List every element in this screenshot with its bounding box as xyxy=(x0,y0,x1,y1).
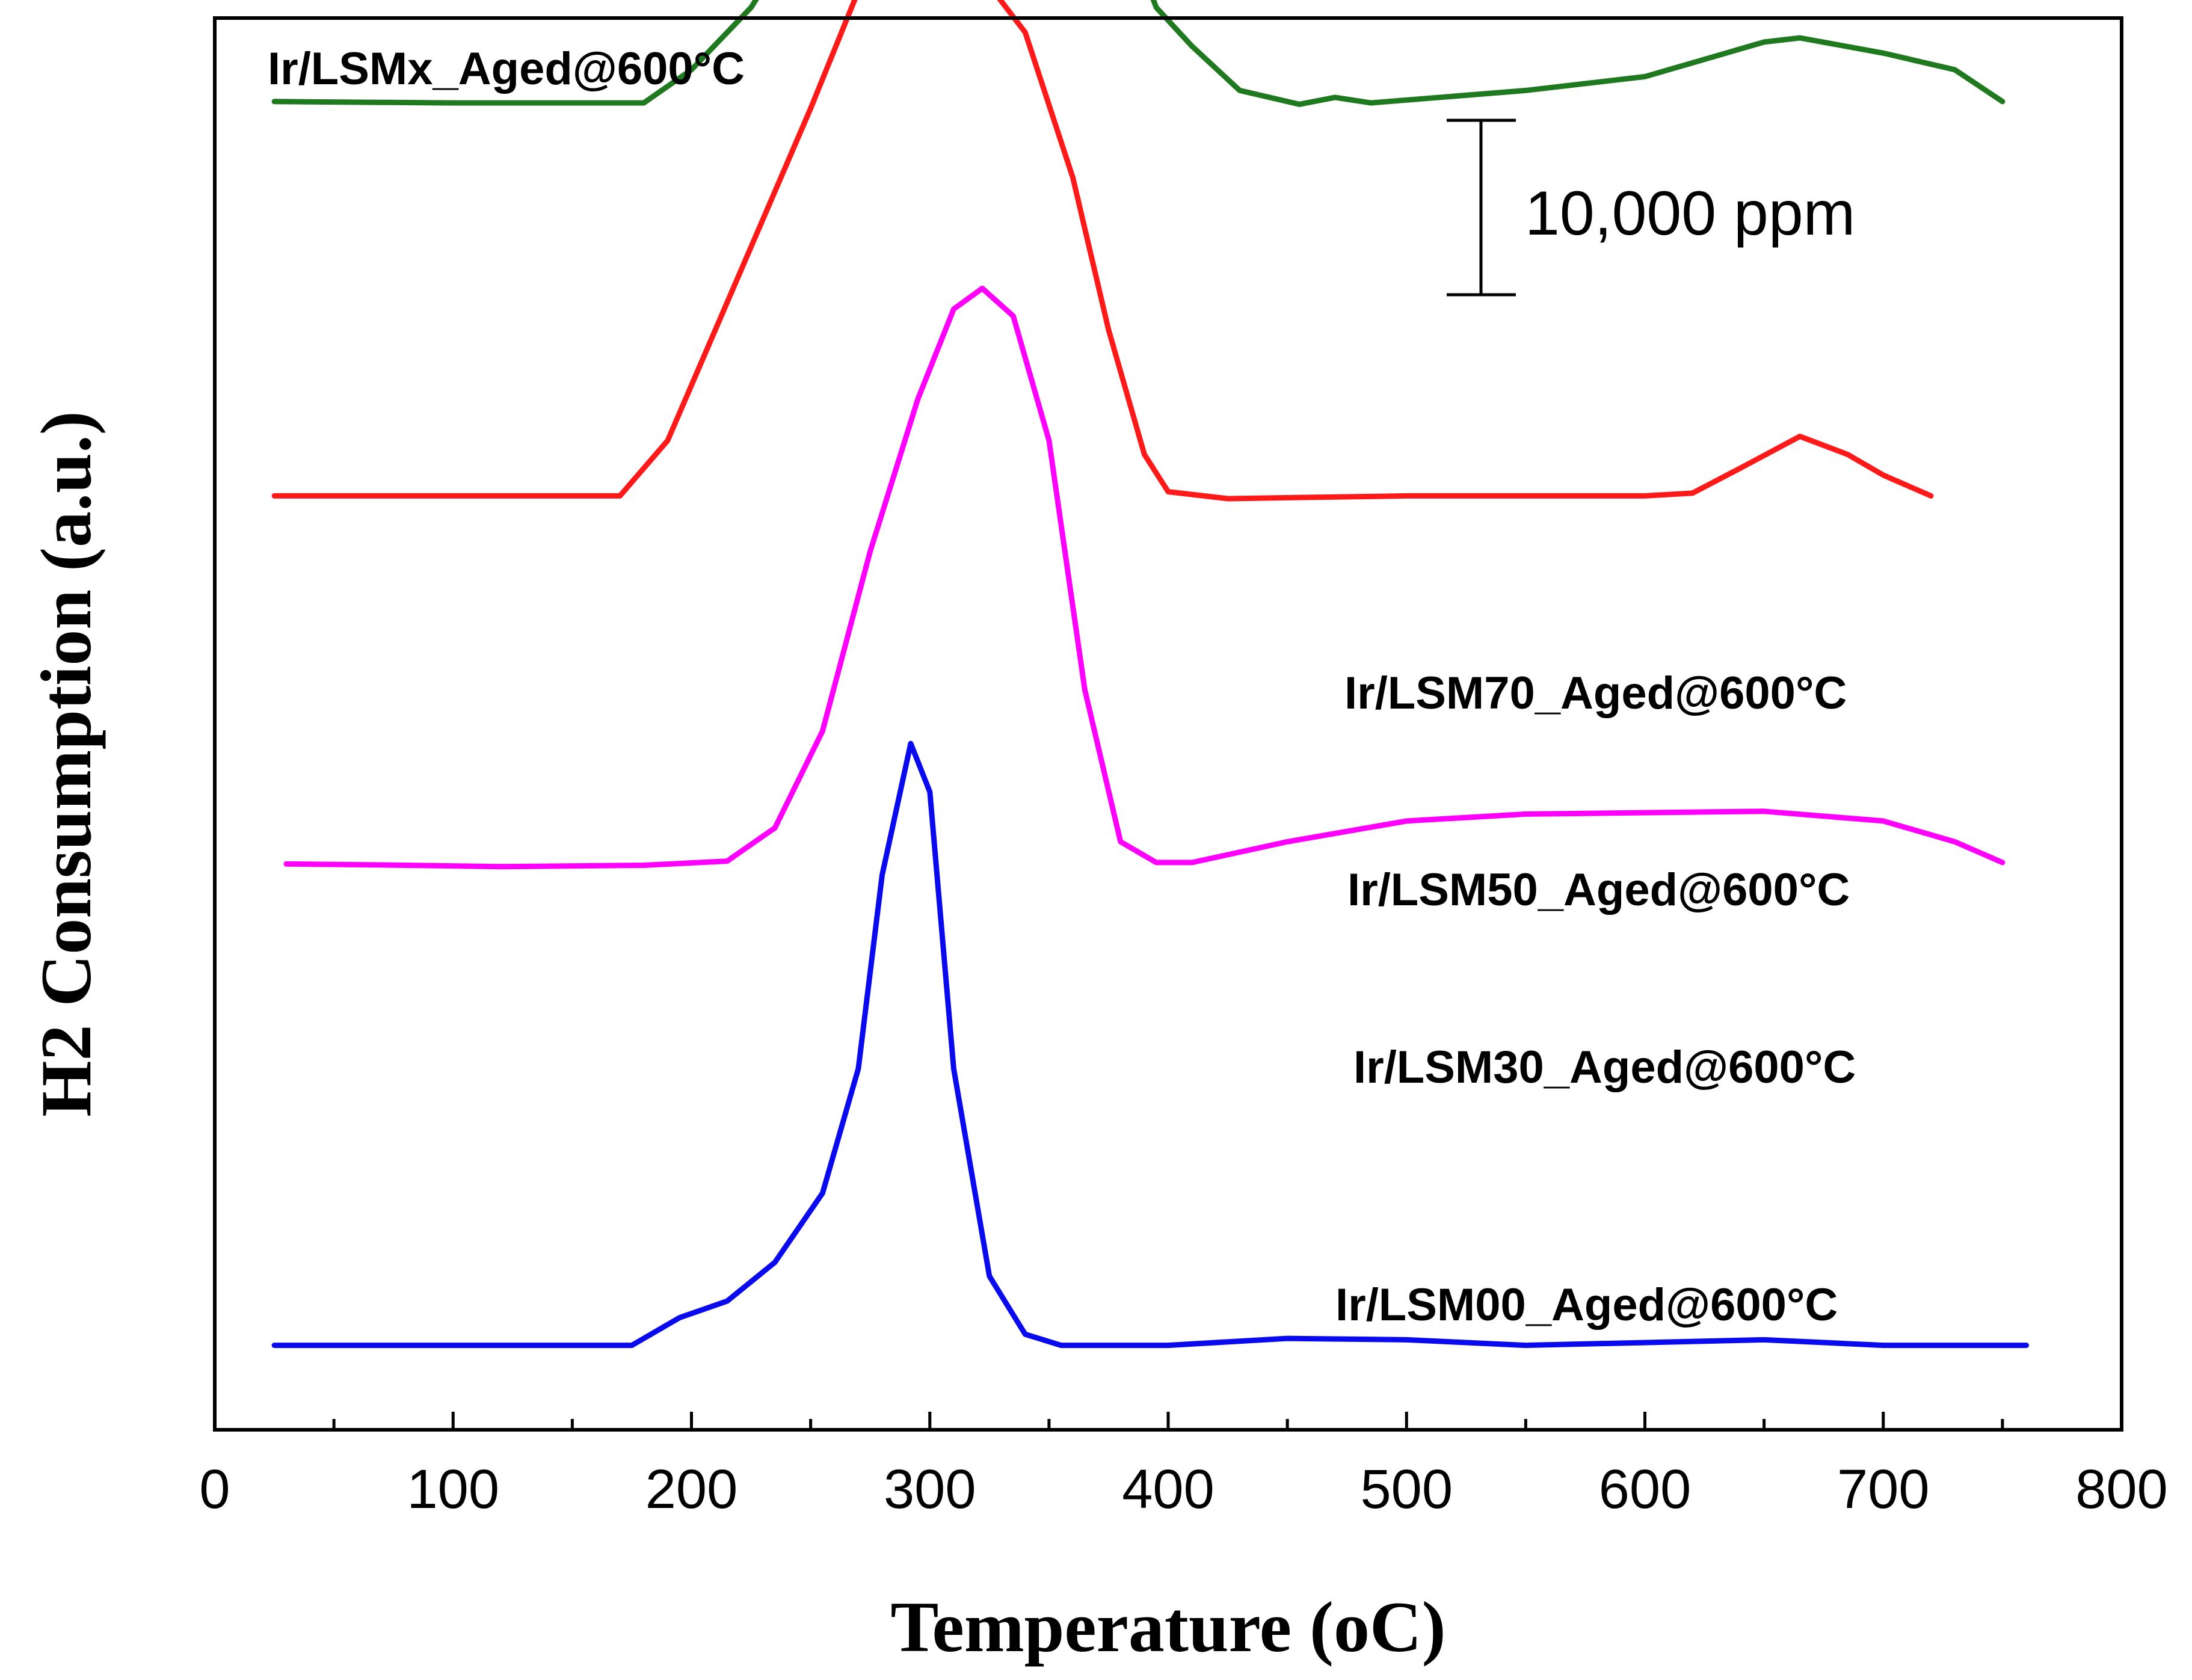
x-axis-title: Temperature (oC) xyxy=(890,1587,1445,1667)
scale-bar: 10,000 ppm xyxy=(1447,118,1855,297)
x-tick-label: 800 xyxy=(2075,1459,2168,1520)
x-tick-label: 200 xyxy=(645,1459,738,1520)
series-label-lsm30: Ir/LSM30_Aged@600°C xyxy=(1353,1042,1856,1093)
series-label-lsm50: Ir/LSM50_Aged@600°C xyxy=(1347,864,1850,915)
series-label-lsm00: Ir/LSM00_Aged@600°C xyxy=(1335,1279,1838,1331)
x-tick-label: 300 xyxy=(884,1459,976,1520)
series-line-2 xyxy=(283,285,2006,870)
series-label-lsm70: Ir/LSM70_Aged@600°C xyxy=(1344,668,1847,719)
tick-label-group: 0 100 200 300 400 500 600 700 800 xyxy=(199,1459,2167,1520)
x-tick-label: 100 xyxy=(407,1459,500,1520)
y-axis-title: H2 Consumption (a.u.) xyxy=(26,411,106,1117)
x-tick-label: 0 xyxy=(199,1459,230,1520)
x-tick-label: 500 xyxy=(1361,1459,1453,1520)
x-tick-label: 600 xyxy=(1599,1459,1692,1520)
series-line-0 xyxy=(271,0,2006,107)
x-tick-label: 400 xyxy=(1122,1459,1215,1520)
x-tick-label: 700 xyxy=(1837,1459,1930,1520)
series-group xyxy=(271,0,2029,1349)
series-line-3 xyxy=(271,740,2029,1349)
legend-header: Ir/LSMx_Aged@600°C xyxy=(268,43,745,94)
tick-group xyxy=(213,1412,2123,1430)
scale-bar-label: 10,000 ppm xyxy=(1525,179,1855,248)
series-line-1 xyxy=(271,0,1934,502)
